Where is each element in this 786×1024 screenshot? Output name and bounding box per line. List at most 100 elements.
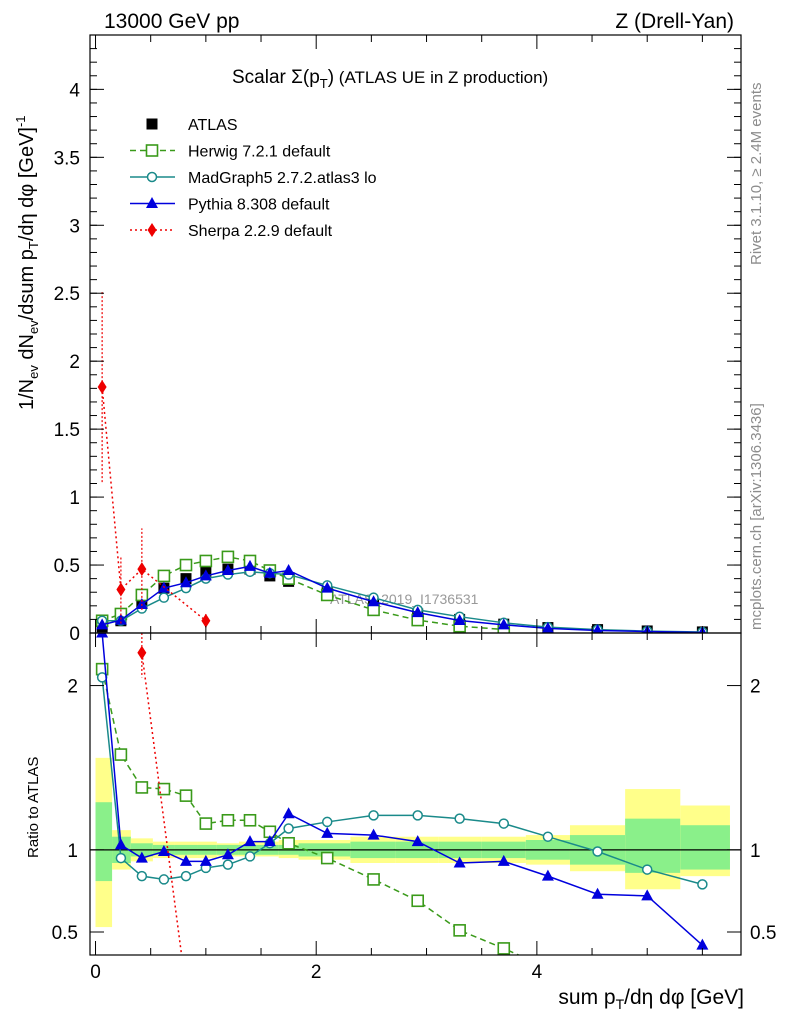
ratio-point [244, 851, 256, 862]
y-axis-label-ratio: Ratio to ATLAS [25, 757, 42, 858]
ratio-line [141, 652, 183, 955]
ratio-series [95, 633, 709, 955]
ratio-point [96, 633, 109, 638]
ratio-point [412, 810, 423, 821]
plot-title-sigma: Σ(p [291, 67, 320, 88]
y-tick-label: 2.5 [54, 284, 80, 305]
y-tick-label: 2 [69, 352, 80, 373]
ratio-band-inner [680, 825, 730, 870]
y-tick-label: 3 [69, 216, 80, 237]
data-point [497, 618, 510, 630]
ratio-y-tick-label: 1 [67, 841, 78, 862]
ratio-point [321, 816, 333, 828]
ratio-point [453, 924, 466, 937]
ratio-point [179, 789, 193, 802]
ratio-point [696, 938, 709, 950]
ratio-point [368, 810, 379, 821]
mcplots-label: mcplots.cern.ch [arXiv:1306.3436] [748, 403, 765, 630]
x-tick-label: 4 [532, 962, 543, 983]
data-point [116, 582, 126, 597]
ratio-point [497, 854, 510, 866]
data-point [263, 566, 276, 578]
plot-title-sub: T [320, 76, 328, 91]
y-tick-label: 4 [69, 80, 80, 101]
y-tick-label: 3.5 [54, 148, 80, 169]
data-point [97, 380, 107, 395]
data-point [199, 569, 212, 581]
ratio-band-inner [95, 802, 113, 882]
ratio-y-tick-label-right: 0.5 [750, 923, 776, 944]
ratio-point [592, 846, 603, 857]
ratio-series-pythia [96, 633, 709, 950]
data-point [157, 569, 171, 583]
ratio-point [497, 942, 511, 955]
ratio-band-inner [625, 818, 681, 873]
legend: ATLAS Herwig 7.2.1 default MadGraph5 2.7.2… [130, 117, 377, 240]
legend-item-sherpa: Sherpa 2.2.9 default [130, 223, 333, 240]
series-line [101, 386, 207, 622]
data-point [179, 576, 192, 588]
legend-item-pythia: Pythia 8.308 default [130, 197, 330, 214]
ratio-y-tick-label-right: 1 [750, 841, 761, 862]
data-point [453, 613, 466, 625]
ratio-point [221, 813, 235, 827]
ratio-point [697, 879, 708, 890]
ratio-series-sherpa [137, 633, 183, 955]
legend-label: MadGraph5 2.7.2.atlas3 lo [188, 170, 377, 187]
plot-title-close: ) [328, 67, 334, 88]
data-point [243, 559, 256, 571]
data-point [199, 554, 213, 568]
data-point [367, 595, 380, 607]
ratio-point [541, 869, 554, 881]
legend-label: Herwig 7.2.1 default [188, 144, 331, 161]
ratio-point [114, 838, 127, 850]
ratio-point [135, 781, 149, 794]
ratio-point [641, 889, 654, 901]
legend-item-madgraph5: MadGraph5 2.7.2.atlas3 lo [130, 170, 377, 187]
data-point [221, 550, 235, 564]
x-tick-label: 0 [90, 962, 101, 983]
legend-marker [147, 223, 157, 237]
ratio-point [221, 848, 234, 860]
legend-marker [145, 144, 159, 157]
data-point [96, 618, 109, 630]
ratio-line [101, 668, 521, 955]
ratio-point [199, 854, 212, 866]
data-point [221, 563, 234, 575]
legend-label: Sherpa 2.2.9 default [188, 223, 333, 240]
ratio-point [179, 854, 192, 866]
ratio-point [454, 813, 465, 824]
data-point [158, 592, 170, 603]
ratio-point [542, 831, 554, 842]
y-tick-label: 0 [69, 624, 80, 645]
legend-item-atlas: ATLAS [146, 117, 238, 134]
x-tick-label: 2 [311, 962, 322, 983]
data-point [592, 624, 603, 633]
plot-title: Scalar Σ(pT) (ATLAS UE in Z production) [232, 67, 548, 91]
ratio-point [157, 782, 171, 796]
ratio-frame [89, 632, 742, 956]
y-tick-label: 0.5 [54, 556, 80, 577]
y-axis-label-main: 1/Nev dNev/dsum pT/dη dφ [GeV]-1 [13, 115, 41, 410]
data-point [201, 613, 211, 628]
legend-marker [146, 118, 158, 130]
ratio-point [135, 851, 148, 863]
series-line [101, 556, 504, 631]
ratio-point [320, 851, 334, 865]
ratio-point [367, 828, 380, 840]
axes: 0 0.5 1 1.5 2 2.5 3 3.5 4 0.5 0.5 1 1 2 2 0 2 4 [52, 34, 776, 983]
ratio-y-tick-label-right: 2 [750, 677, 761, 698]
y-tick-label: 1.5 [54, 420, 80, 441]
plot-title-prefix: Scalar [232, 67, 291, 88]
ratio-point [282, 807, 295, 819]
legend-label: Pythia 8.308 default [188, 197, 330, 214]
ratio-point [411, 894, 425, 908]
ratio-point [137, 645, 147, 660]
ratio-point [321, 826, 334, 838]
ratio-point [136, 870, 148, 882]
plot-title-rest: (ATLAS UE in Z production) [334, 68, 548, 87]
ratio-point [243, 813, 257, 827]
ratio-point [157, 845, 170, 856]
ratio-point [498, 818, 510, 829]
